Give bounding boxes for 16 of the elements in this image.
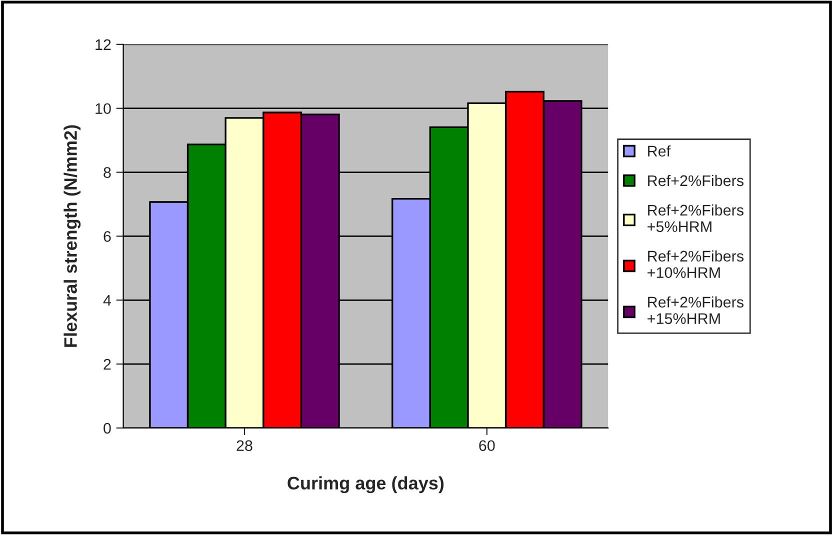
y-tick-label: 0: [104, 422, 111, 434]
y-tick-label: 12: [96, 39, 111, 50]
legend-label: Ref+2%Fibers +5%HRM: [648, 204, 744, 232]
legend-label: Ref+2%Fibers: [648, 174, 744, 186]
y-tick-label: 8: [104, 167, 111, 178]
legend-label: Ref+2%Fibers +15%HRM: [648, 296, 744, 324]
legend-label: Ref: [648, 145, 671, 157]
y-axis-title: Flexural strength (N/mm2): [64, 125, 81, 347]
y-tick-label: 6: [104, 231, 111, 242]
y-tick-label: 10: [96, 103, 111, 114]
y-tick-label: 4: [103, 295, 112, 306]
x-tick-label: 28: [236, 440, 252, 452]
y-tick-label: 2: [104, 358, 111, 370]
x-tick-label: 60: [479, 440, 495, 452]
legend-label: Ref+2%Fibers +10%HRM: [648, 250, 744, 278]
x-axis-title: Curimg age (days): [288, 476, 444, 494]
